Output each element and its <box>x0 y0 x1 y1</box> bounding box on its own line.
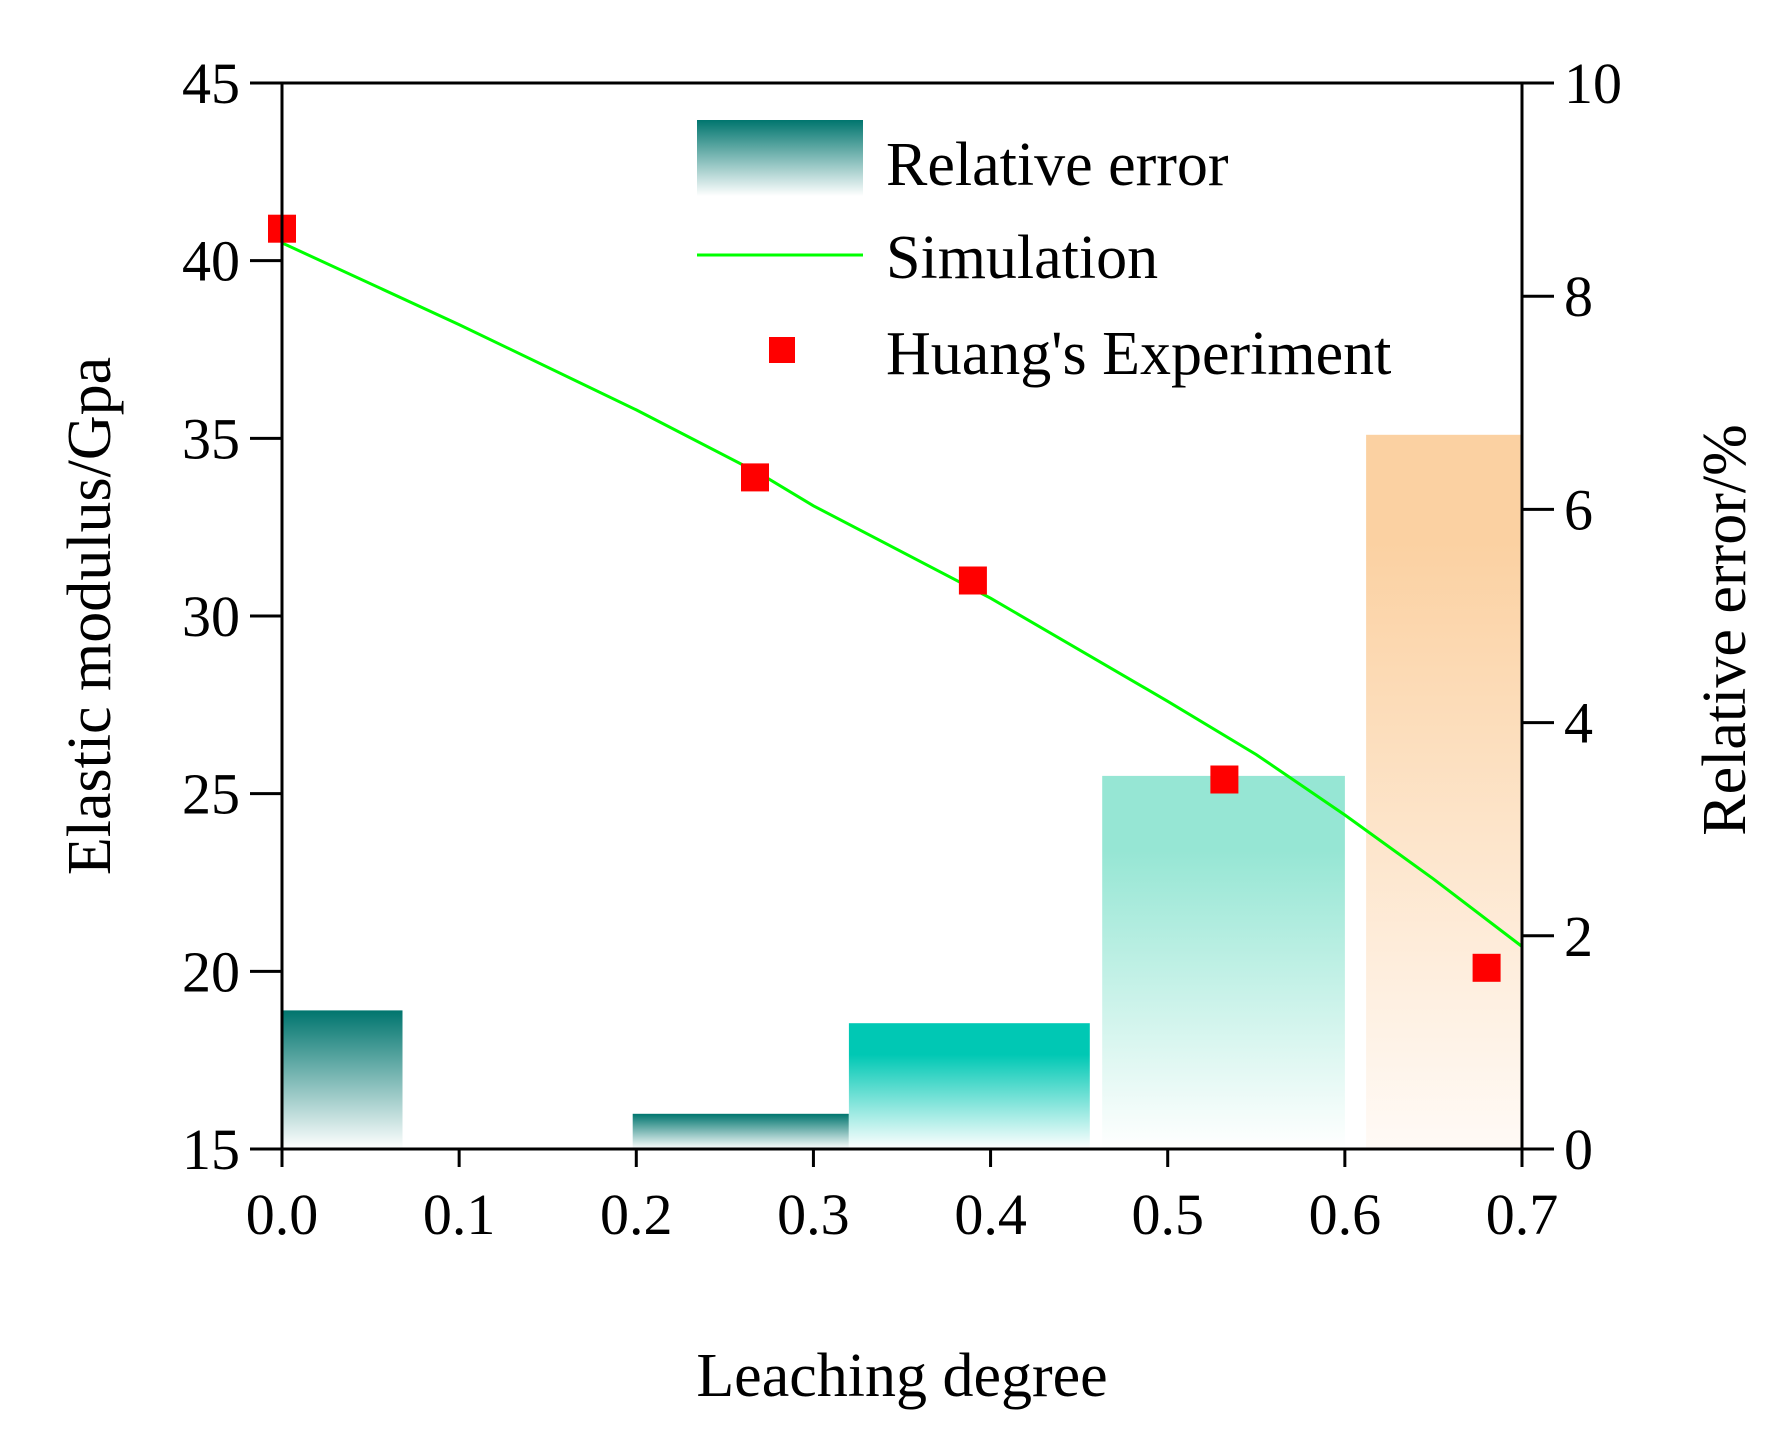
x-tick-label: 0.4 <box>954 1182 1027 1247</box>
experiment-point <box>958 566 987 595</box>
x-tick-label: 0.6 <box>1309 1182 1382 1247</box>
experiment-point <box>741 463 769 492</box>
relative-error-bars <box>282 434 1522 1149</box>
y2-axis-ticks: 0 2 4 6 8 10 <box>1522 51 1622 1182</box>
x-axis-title: Leaching degree <box>696 1342 1107 1410</box>
legend: Relative error Simulation Huang's Experi… <box>697 120 1391 388</box>
experiment-point <box>1210 765 1239 794</box>
error-bar-2 <box>632 1113 849 1149</box>
y2-tick-label: 6 <box>1564 477 1593 542</box>
error-bar-5 <box>1366 434 1522 1149</box>
y2-tick-label: 2 <box>1564 904 1593 969</box>
legend-label-relative-error: Relative error <box>886 131 1229 199</box>
x-tick-label: 0.3 <box>777 1182 850 1247</box>
y-tick-label: 40 <box>182 229 240 294</box>
y2-tick-label: 4 <box>1564 691 1593 756</box>
simulation-line <box>281 241 1523 948</box>
x-tick-label: 0.1 <box>423 1182 496 1247</box>
experiment-markers <box>268 214 1501 982</box>
x-tick-label: 0.2 <box>600 1182 673 1247</box>
legend-marker-swatch <box>769 337 795 363</box>
y-tick-label: 30 <box>182 584 240 649</box>
x-tick-label: 0.0 <box>246 1182 319 1247</box>
error-bar-3 <box>848 1023 1090 1149</box>
y2-tick-label: 0 <box>1564 1117 1593 1182</box>
y2-axis-title: Relative error/% <box>1691 424 1759 835</box>
error-bar-1 <box>282 1010 403 1149</box>
legend-bar-swatch <box>697 120 863 196</box>
y-tick-label: 35 <box>182 406 240 471</box>
y-tick-label: 15 <box>182 1117 240 1182</box>
y-tick-label: 45 <box>182 51 240 116</box>
y-axis-title: Elastic modulus/Gpa <box>56 357 124 875</box>
y-axis-ticks: 15 20 25 30 35 40 45 <box>182 51 282 1182</box>
y-tick-label: 25 <box>182 762 240 827</box>
error-bar-4 <box>1102 775 1345 1149</box>
x-axis-ticks: 0.0 0.1 0.2 0.3 0.4 0.5 0.6 0.7 <box>246 1149 1559 1247</box>
x-tick-label: 0.5 <box>1131 1182 1204 1247</box>
experiment-point <box>1472 953 1501 982</box>
y-tick-label: 20 <box>182 939 240 1004</box>
legend-label-simulation: Simulation <box>886 224 1158 292</box>
y2-tick-label: 8 <box>1564 264 1593 329</box>
legend-label-experiment: Huang's Experiment <box>886 320 1391 388</box>
x-tick-label: 0.7 <box>1486 1182 1559 1247</box>
y2-tick-label: 10 <box>1564 51 1622 116</box>
